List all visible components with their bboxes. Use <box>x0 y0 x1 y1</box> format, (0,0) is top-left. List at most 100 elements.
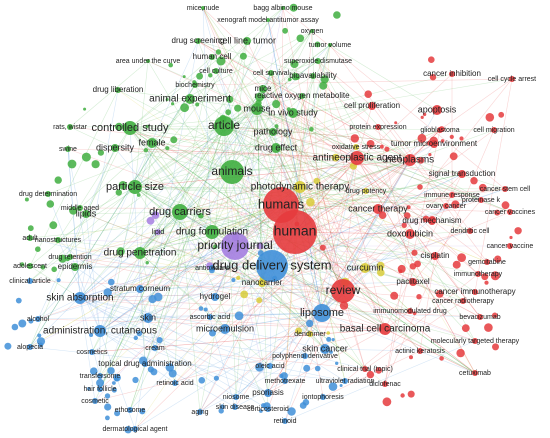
edge <box>223 125 236 247</box>
node-label: antioxidant <box>195 265 229 272</box>
node <box>313 304 331 322</box>
edge <box>69 204 282 258</box>
node <box>205 225 219 239</box>
edge <box>85 186 136 215</box>
node <box>128 180 142 194</box>
edge <box>262 88 479 275</box>
node <box>485 113 495 122</box>
edge <box>209 230 471 318</box>
node <box>51 266 57 273</box>
edge <box>179 211 479 275</box>
node <box>457 253 466 262</box>
node <box>198 212 204 219</box>
edge <box>99 186 136 377</box>
edge <box>342 78 513 292</box>
node-label: methotrexate <box>265 378 306 385</box>
edge <box>85 213 386 330</box>
edge <box>215 70 386 330</box>
node <box>314 41 321 48</box>
node <box>168 62 173 68</box>
node-label: adolescent <box>13 263 47 270</box>
edge <box>267 157 358 410</box>
edge <box>317 60 476 342</box>
edge <box>85 213 101 332</box>
node <box>377 268 385 277</box>
edge <box>29 108 258 282</box>
node <box>220 324 230 334</box>
edge <box>29 245 236 267</box>
edge <box>69 126 358 159</box>
edge <box>154 131 274 349</box>
node <box>35 246 41 252</box>
edge <box>256 108 511 213</box>
node-label: dermatological agent <box>103 426 168 433</box>
node <box>401 222 407 228</box>
node <box>428 217 436 225</box>
edge <box>179 157 358 213</box>
edge <box>79 297 269 394</box>
node <box>69 206 78 215</box>
edge <box>129 127 233 173</box>
node-label: ethosome <box>115 407 146 414</box>
node-label: topical drug administration <box>98 359 191 368</box>
node <box>92 398 98 404</box>
edge <box>134 126 379 188</box>
edge <box>294 78 513 233</box>
edge <box>99 157 358 390</box>
edge <box>179 157 358 213</box>
edge <box>151 142 463 175</box>
node <box>196 72 204 80</box>
node <box>83 107 87 111</box>
node <box>111 387 117 393</box>
node-label: retinoic acid <box>156 380 193 387</box>
node <box>105 415 110 421</box>
edge <box>272 131 358 159</box>
node <box>333 11 341 19</box>
edge <box>179 211 476 293</box>
node-label: cosmetic <box>81 398 109 405</box>
edge <box>197 40 314 77</box>
node <box>269 128 277 136</box>
node <box>136 285 144 293</box>
edge <box>270 72 301 188</box>
node <box>220 404 225 410</box>
node <box>155 229 161 235</box>
edge <box>99 171 233 377</box>
node-label: basal cell carcinoma <box>340 324 431 335</box>
edge <box>129 60 319 129</box>
node <box>282 418 288 424</box>
node <box>431 252 439 260</box>
edge <box>282 7 344 292</box>
node <box>407 308 413 314</box>
node-label: paclitaxel <box>396 277 430 286</box>
node <box>492 343 499 351</box>
node <box>315 58 321 64</box>
edge <box>284 159 411 382</box>
edge <box>223 44 331 127</box>
edge <box>174 312 323 384</box>
node <box>218 408 224 414</box>
node <box>81 152 91 162</box>
node <box>152 345 158 351</box>
node <box>28 318 34 324</box>
node <box>490 271 500 281</box>
node <box>411 249 418 256</box>
edge <box>202 7 301 188</box>
node <box>287 77 292 82</box>
node <box>27 263 33 269</box>
node-label: transfersome <box>80 373 121 380</box>
edge <box>134 159 411 430</box>
node <box>27 344 33 350</box>
edge <box>29 237 236 247</box>
edge <box>267 19 323 314</box>
edge <box>79 40 199 299</box>
edge <box>299 186 464 302</box>
edge <box>234 245 436 257</box>
edge <box>29 186 301 348</box>
node <box>115 122 123 131</box>
node <box>429 74 437 81</box>
edge <box>431 194 453 222</box>
node <box>87 387 91 391</box>
node-label: clinical article <box>9 278 51 285</box>
